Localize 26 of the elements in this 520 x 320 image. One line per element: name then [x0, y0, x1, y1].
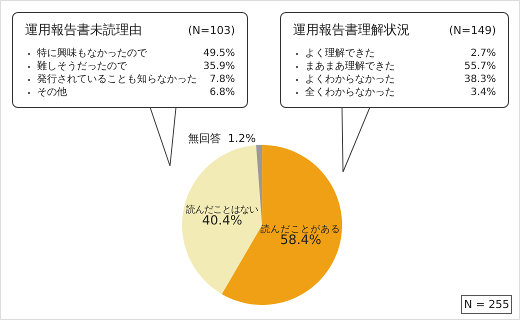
data-label: 58.4% — [280, 233, 322, 248]
text: 7.8% — [210, 74, 235, 85]
text: 運用報告書未読理由 — [25, 22, 142, 39]
category-label: よく理解できた — [293, 47, 375, 60]
pie-slice — [182, 145, 262, 294]
text: 6.8% — [210, 87, 235, 98]
text: 38.3% — [464, 74, 496, 85]
category-label: 発行されていることも知らなかった — [25, 73, 197, 86]
category-label: まあまあ理解できた — [293, 60, 395, 73]
text: 2.7% — [470, 48, 496, 59]
text: 3.4% — [470, 87, 496, 98]
slice-label: 読んだことがある — [260, 222, 341, 235]
category-label: 難しそうだったので — [25, 60, 127, 73]
slice-label: 無回答 1.2% — [188, 132, 256, 146]
text: (N=149) — [448, 24, 496, 37]
text: N = 255 — [464, 298, 510, 311]
category-label: 特に興味もなかったので — [25, 47, 147, 60]
slice-label: 読んだことはない — [186, 204, 258, 216]
category-label: よくわからなかった — [293, 73, 395, 86]
text: 55.7% — [464, 61, 496, 72]
category-label: その他 — [25, 86, 67, 99]
text: 運用報告書理解状況 — [293, 22, 410, 39]
text: 49.5% — [203, 48, 235, 59]
category-label: 全くわからなかった — [293, 86, 395, 99]
text: (N=103) — [188, 24, 235, 37]
text: 35.9% — [203, 61, 235, 72]
